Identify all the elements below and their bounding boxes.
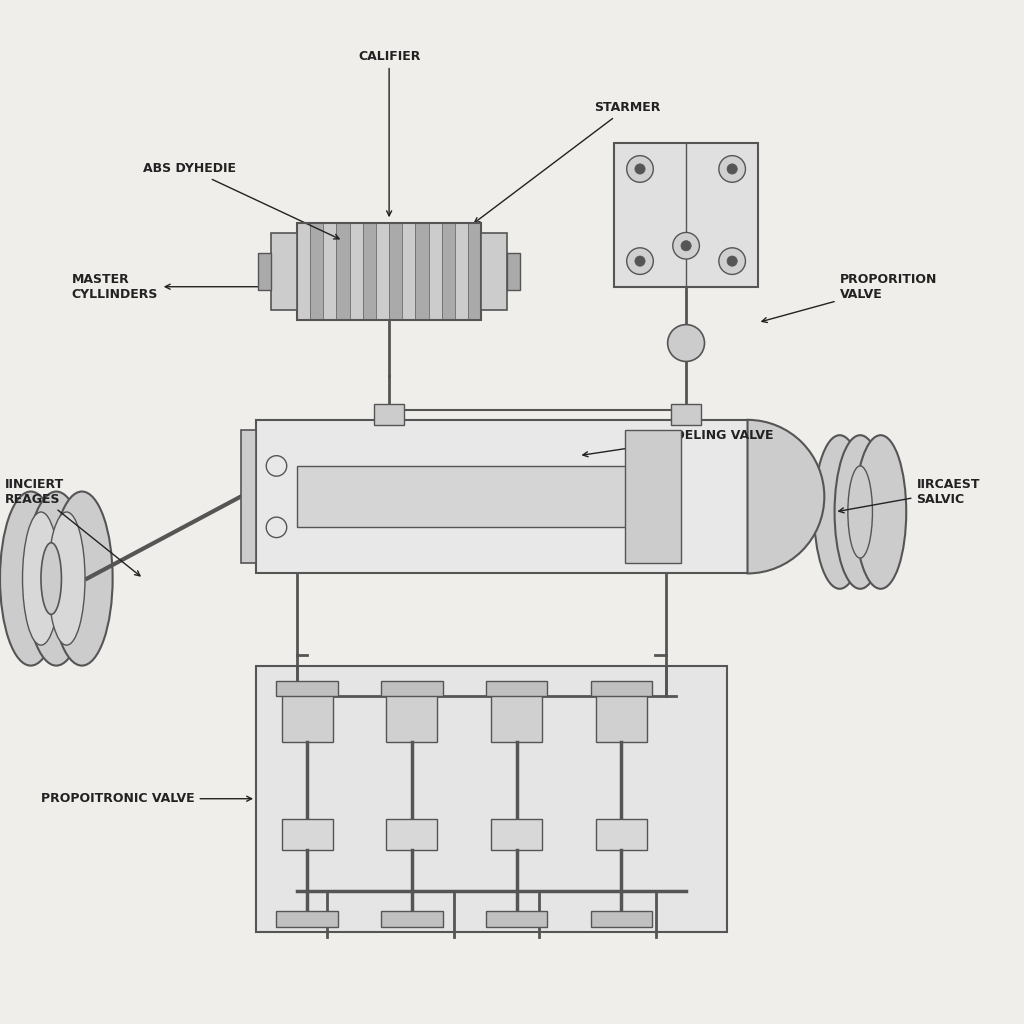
Text: BROELING VALVE: BROELING VALVE bbox=[583, 429, 774, 457]
Bar bbox=[402, 223, 416, 319]
Ellipse shape bbox=[848, 466, 872, 558]
Bar bbox=[297, 223, 481, 319]
Circle shape bbox=[668, 325, 705, 361]
Bar bbox=[614, 143, 758, 287]
Text: IINCIERT
REAGES: IINCIERT REAGES bbox=[5, 477, 140, 575]
Bar bbox=[337, 223, 349, 319]
Bar bbox=[591, 911, 652, 927]
Circle shape bbox=[673, 232, 699, 259]
Ellipse shape bbox=[26, 492, 87, 666]
Bar bbox=[256, 420, 748, 573]
Bar bbox=[374, 404, 404, 425]
Bar bbox=[625, 430, 681, 563]
Ellipse shape bbox=[48, 512, 85, 645]
Bar bbox=[671, 404, 701, 425]
Circle shape bbox=[719, 156, 745, 182]
Ellipse shape bbox=[835, 435, 886, 589]
Ellipse shape bbox=[23, 512, 59, 645]
Bar bbox=[490, 819, 542, 850]
Bar bbox=[596, 686, 647, 742]
Ellipse shape bbox=[41, 543, 61, 614]
Text: STARMER: STARMER bbox=[474, 101, 660, 222]
Bar bbox=[386, 819, 437, 850]
Ellipse shape bbox=[814, 435, 865, 589]
Ellipse shape bbox=[51, 492, 113, 666]
Bar bbox=[389, 223, 402, 319]
Bar bbox=[256, 666, 727, 932]
Bar bbox=[349, 223, 362, 319]
Circle shape bbox=[719, 248, 745, 274]
Text: MASTER
CYLLINDERS: MASTER CYLLINDERS bbox=[72, 272, 267, 301]
Text: PROPORITION
VALVE: PROPORITION VALVE bbox=[762, 272, 937, 323]
Bar bbox=[507, 253, 520, 290]
Bar bbox=[596, 819, 647, 850]
Bar bbox=[386, 686, 437, 742]
Bar bbox=[362, 223, 376, 319]
Bar bbox=[481, 233, 507, 309]
Bar bbox=[441, 223, 455, 319]
Circle shape bbox=[727, 256, 737, 266]
Text: CALIFIER: CALIFIER bbox=[358, 50, 420, 216]
Bar bbox=[381, 911, 442, 927]
Bar bbox=[297, 223, 310, 319]
Bar bbox=[490, 686, 542, 742]
Bar bbox=[258, 253, 271, 290]
Circle shape bbox=[681, 241, 691, 251]
Circle shape bbox=[627, 248, 653, 274]
Bar bbox=[282, 819, 333, 850]
Bar bbox=[276, 681, 338, 696]
Bar bbox=[297, 466, 666, 527]
Text: IIRCAEST
SALVIC: IIRCAEST SALVIC bbox=[839, 477, 980, 513]
Circle shape bbox=[727, 164, 737, 174]
Bar bbox=[282, 686, 333, 742]
Bar bbox=[310, 223, 324, 319]
Ellipse shape bbox=[0, 492, 61, 666]
Bar bbox=[381, 681, 442, 696]
Bar bbox=[324, 223, 337, 319]
Text: ABS DYHEDIE: ABS DYHEDIE bbox=[143, 163, 339, 239]
Circle shape bbox=[635, 256, 645, 266]
Bar bbox=[416, 223, 429, 319]
Bar bbox=[485, 911, 547, 927]
Circle shape bbox=[635, 164, 645, 174]
Bar bbox=[271, 233, 297, 309]
Bar bbox=[376, 223, 389, 319]
Text: PROPOITRONIC VALVE: PROPOITRONIC VALVE bbox=[41, 793, 252, 805]
Circle shape bbox=[627, 156, 653, 182]
Bar bbox=[591, 681, 652, 696]
Ellipse shape bbox=[855, 435, 906, 589]
Wedge shape bbox=[748, 420, 824, 573]
Bar bbox=[468, 223, 481, 319]
Bar bbox=[429, 223, 441, 319]
Bar bbox=[241, 430, 256, 563]
Bar bbox=[455, 223, 468, 319]
Bar bbox=[485, 681, 547, 696]
Bar bbox=[276, 911, 338, 927]
